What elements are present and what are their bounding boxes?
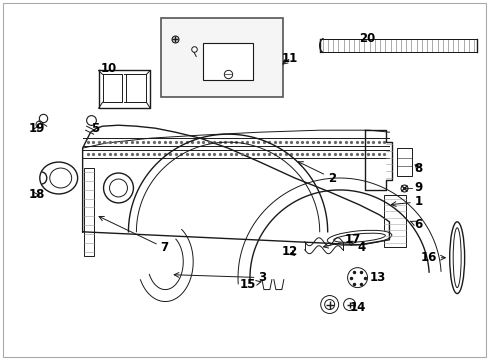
Text: 6: 6: [409, 218, 422, 231]
FancyBboxPatch shape: [83, 168, 93, 256]
Text: 5: 5: [90, 122, 99, 135]
Text: 4: 4: [347, 241, 365, 254]
Ellipse shape: [449, 222, 464, 293]
Text: 15: 15: [240, 278, 261, 291]
Text: 3: 3: [174, 271, 265, 284]
FancyBboxPatch shape: [319, 39, 476, 53]
Text: 1: 1: [390, 195, 422, 208]
Text: 9: 9: [413, 181, 422, 194]
Text: 7: 7: [99, 216, 168, 254]
Ellipse shape: [40, 162, 78, 194]
Text: 8: 8: [413, 162, 422, 175]
Text: 19: 19: [29, 122, 45, 135]
Text: 16: 16: [420, 251, 445, 264]
Text: 17: 17: [323, 233, 360, 248]
Ellipse shape: [333, 233, 385, 242]
Text: 10: 10: [100, 62, 117, 75]
Text: 20: 20: [359, 32, 375, 45]
Text: 12: 12: [281, 245, 298, 258]
Text: 11: 11: [281, 52, 298, 65]
FancyBboxPatch shape: [161, 18, 282, 97]
FancyBboxPatch shape: [384, 195, 406, 247]
FancyBboxPatch shape: [397, 148, 411, 176]
Text: 14: 14: [349, 301, 365, 314]
Text: 18: 18: [29, 188, 45, 202]
Ellipse shape: [326, 230, 391, 245]
FancyBboxPatch shape: [203, 42, 252, 80]
Ellipse shape: [452, 228, 460, 288]
Text: 13: 13: [369, 271, 385, 284]
FancyBboxPatch shape: [3, 3, 485, 357]
Text: 2: 2: [298, 162, 335, 185]
Ellipse shape: [50, 168, 72, 188]
